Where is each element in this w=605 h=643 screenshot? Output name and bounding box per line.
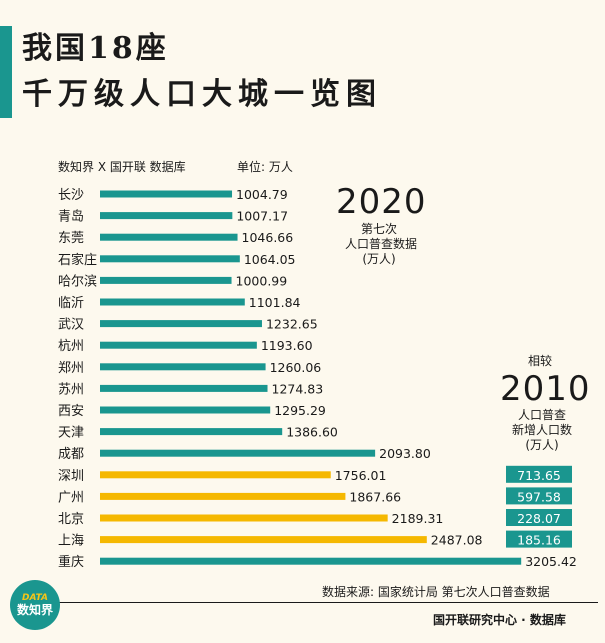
- bar: [100, 341, 257, 349]
- compare-label: 相较: [527, 354, 552, 368]
- title-accent-bar: [0, 26, 12, 118]
- value-label: 1867.66: [349, 489, 401, 504]
- bar: [100, 363, 266, 371]
- value-label: 1101.84: [249, 295, 301, 310]
- logo-brand-text: 数知界: [16, 603, 53, 617]
- value-label: 1004.79: [236, 187, 288, 202]
- footer-credit: 国开联研究中心 · 数据库: [433, 613, 566, 627]
- logo-data-text: DATA: [22, 593, 48, 603]
- increase-label: 185.16: [517, 533, 561, 548]
- bar: [100, 233, 238, 241]
- city-label: 北京: [58, 512, 84, 527]
- city-label: 郑州: [58, 361, 84, 376]
- value-label: 1274.83: [272, 381, 324, 396]
- bar: [100, 514, 388, 522]
- city-label: 重庆: [58, 554, 84, 570]
- bar: [100, 492, 346, 500]
- city-label: 上海: [58, 534, 84, 549]
- city-label: 成都: [58, 447, 84, 462]
- city-label: 苏州: [58, 381, 84, 397]
- bar: [100, 428, 283, 436]
- value-label: 1295.29: [274, 403, 326, 418]
- value-label: 2487.08: [431, 533, 483, 548]
- value-label: 1193.60: [261, 338, 313, 353]
- year-2020-label: 2020: [336, 182, 427, 222]
- bar: [100, 255, 240, 263]
- city-label: 天津: [58, 426, 84, 441]
- increase-label: 713.65: [517, 468, 561, 483]
- city-label: 深圳: [58, 469, 84, 484]
- value-label: 1756.01: [335, 468, 387, 483]
- value-label: 2093.80: [379, 446, 431, 461]
- value-label: 1064.05: [244, 252, 296, 267]
- increase-label: 597.58: [517, 489, 561, 504]
- footer-divider: [58, 602, 598, 603]
- bar: [100, 471, 331, 479]
- value-label: 3205.42: [525, 554, 577, 569]
- city-label: 长沙: [58, 188, 84, 203]
- bar: [100, 449, 376, 457]
- increase-label: 228.07: [517, 511, 561, 526]
- year-2010-note-2: 新增人口数: [511, 423, 572, 437]
- bar: [100, 320, 262, 328]
- increase-box: [506, 530, 572, 548]
- brand-logo: DATA 数知界: [10, 580, 60, 630]
- value-label: 1260.06: [270, 360, 322, 375]
- data-source-note: 数据来源: 国家统计局 第七次人口普查数据: [322, 585, 550, 599]
- increase-box: [506, 509, 572, 526]
- year-2020-note-3: (万人): [362, 252, 396, 266]
- year-2020-note-1: 第七次: [360, 222, 397, 236]
- page-title-line1: 我国18座: [22, 31, 169, 66]
- value-label: 1000.99: [236, 273, 288, 288]
- increase-box: [506, 487, 572, 505]
- city-label: 东莞: [58, 231, 84, 246]
- year-2010-label: 2010: [500, 369, 591, 409]
- value-label: 2189.31: [392, 511, 444, 526]
- bar: [100, 212, 233, 220]
- page-title-line2: 千万级人口大城一览图: [22, 77, 382, 112]
- value-label: 1007.17: [236, 209, 288, 224]
- value-label: 1046.66: [242, 230, 294, 245]
- unit-label: 单位: 万人: [237, 160, 293, 174]
- city-label: 武汉: [58, 318, 84, 333]
- city-label: 临沂: [58, 296, 84, 311]
- city-label: 杭州: [58, 339, 84, 354]
- increase-box: [506, 465, 572, 483]
- bar: [100, 190, 233, 198]
- city-label: 广州: [58, 490, 84, 505]
- year-2020-note-2: 人口普查数据: [344, 237, 417, 251]
- year-2010-note-1: 人口普查: [517, 408, 566, 422]
- year-2010-note-3: (万人): [525, 438, 559, 452]
- source-brand-label: 数知界 X 国开联 数据库: [58, 160, 186, 174]
- city-label: 西安: [58, 404, 84, 419]
- bar: [100, 298, 245, 306]
- city-label: 石家庄: [58, 252, 97, 268]
- value-label: 1232.65: [266, 317, 318, 332]
- bar: [100, 536, 427, 544]
- city-label: 青岛: [58, 209, 84, 225]
- bar: [100, 406, 271, 414]
- value-label: 1386.60: [286, 425, 338, 440]
- bar: [100, 276, 232, 284]
- city-label: 哈尔滨: [58, 273, 97, 289]
- bar: [100, 384, 268, 392]
- bar: [100, 557, 522, 565]
